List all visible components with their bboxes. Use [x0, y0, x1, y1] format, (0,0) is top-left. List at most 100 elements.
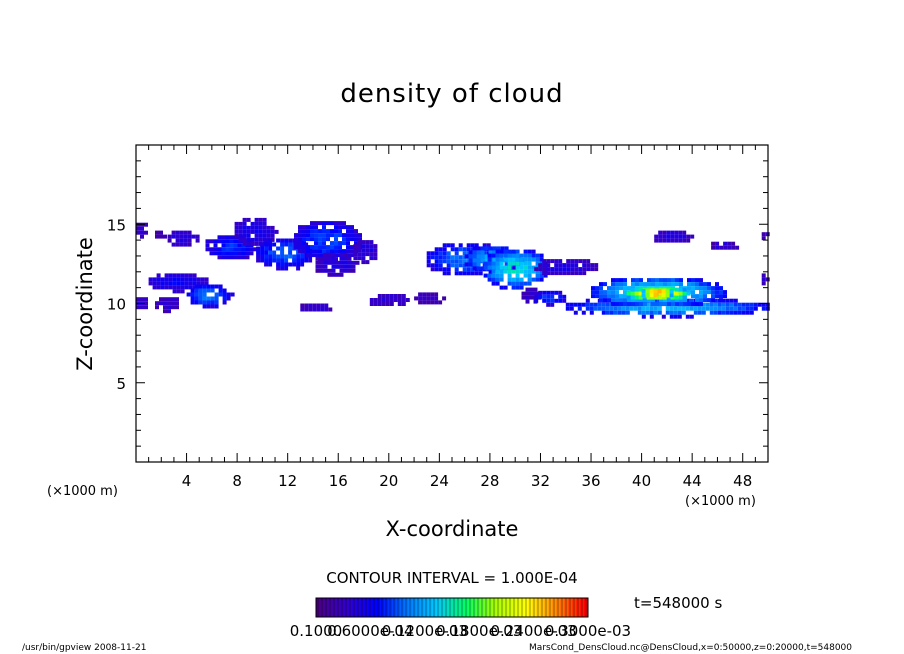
cloud-cell: [662, 238, 667, 243]
cloud-cell: [234, 225, 239, 230]
cloud-cell: [246, 233, 251, 238]
cloud-cell: [334, 237, 338, 242]
cloud-cell: [298, 233, 302, 238]
cloud-cell: [753, 306, 758, 311]
cloud-cell: [670, 295, 675, 300]
cloud-cell: [155, 301, 159, 306]
cloud-cell: [315, 268, 320, 273]
cloud-cell: [242, 237, 247, 242]
cloud-cell: [591, 290, 595, 295]
cloud-cell: [577, 306, 582, 311]
cloud-cell: [270, 237, 275, 242]
cloud-cell: [487, 277, 492, 282]
cloud-cell: [222, 288, 227, 293]
cloud-cell: [346, 245, 350, 250]
cloud-cell: [327, 268, 332, 273]
cloud-cell: [213, 247, 218, 252]
cloud-cell: [338, 233, 342, 238]
cloud-cell: [581, 302, 586, 307]
cloud-cell: [701, 302, 706, 307]
cloud-cell: [611, 294, 615, 299]
cloud-cell: [678, 295, 683, 300]
cloud-cell: [657, 289, 662, 294]
cloud-cell: [160, 285, 165, 290]
cloud-cell: [611, 282, 615, 287]
cloud-cell: [495, 249, 500, 254]
cloud-cell: [221, 235, 226, 240]
cloud-cell: [538, 263, 543, 268]
cloud-cell: [691, 294, 695, 299]
cloud-cell: [529, 295, 534, 300]
cloud-cell: [653, 289, 658, 294]
cloud-cell: [462, 267, 467, 272]
cloud-cell: [442, 251, 447, 256]
cloud-cell: [288, 246, 293, 251]
cloud-cell: [206, 288, 211, 293]
cloud-cell: [649, 293, 654, 298]
cloud-cell: [546, 298, 551, 303]
cloud-cell: [499, 277, 504, 282]
cloud-cell: [373, 302, 378, 306]
cloud-cell: [238, 225, 243, 230]
cloud-cell: [472, 262, 477, 267]
cloud-cell: [306, 245, 310, 250]
cloud-cell: [179, 238, 184, 243]
cloud-cell: [446, 259, 451, 264]
cloud-cell: [538, 290, 543, 295]
cloud-cell: [284, 254, 289, 259]
cloud-cell: [454, 267, 459, 272]
cloud-cell: [310, 229, 314, 234]
cloud-cell: [491, 281, 496, 286]
cloud-cell: [214, 304, 219, 309]
cloud-cell: [422, 296, 427, 301]
cloud-cell: [495, 257, 500, 262]
cloud-cell: [466, 271, 471, 276]
cloud-cell: [670, 230, 675, 235]
cloud-cell: [304, 307, 309, 312]
cloud-cell: [487, 265, 492, 270]
cloud-cell: [358, 237, 362, 242]
cloud-cell: [323, 260, 328, 265]
cloud-cell: [666, 234, 671, 239]
cloud-cell: [334, 241, 338, 246]
cloud-cell: [140, 230, 144, 235]
cloud-cell: [689, 306, 694, 311]
cloud-cell: [546, 259, 551, 264]
cloud-cell: [569, 302, 574, 307]
cloud-cell: [300, 258, 305, 263]
cloud-cell: [531, 253, 536, 258]
cloud-cell: [202, 304, 207, 309]
cloud-cell: [634, 287, 639, 292]
cloud-cell: [322, 237, 326, 242]
cloud-cell: [260, 242, 265, 247]
cloud-cell: [682, 230, 687, 235]
cloud-cell: [715, 282, 719, 287]
cloud-cell: [171, 301, 175, 306]
cloud-cell: [318, 241, 322, 246]
cloud-cell: [346, 241, 350, 246]
cloud-cell: [658, 230, 663, 235]
colorbar-tick-label: 0.1000: [290, 622, 343, 640]
cloud-cell: [355, 260, 360, 265]
cloud-cell: [677, 306, 682, 311]
cloud-cell: [180, 277, 185, 282]
cloud-cell: [723, 245, 728, 250]
cloud-cell: [190, 296, 195, 301]
cloud-cell: [319, 268, 324, 273]
cloud-cell: [476, 246, 481, 251]
cloud-cell: [523, 257, 528, 262]
cloud-cell: [183, 234, 188, 239]
cloud-cell: [160, 281, 165, 286]
cloud-cell: [458, 259, 463, 264]
cloud-cell: [685, 306, 690, 311]
cloud-cell: [651, 278, 655, 283]
cloud-region: [155, 230, 167, 239]
cloud-cell: [699, 282, 703, 287]
cloud-cell: [334, 245, 338, 250]
cloud-cell: [369, 302, 374, 306]
cloud-cell: [204, 277, 209, 282]
cloud-cell: [342, 241, 346, 246]
cloud-cell: [472, 266, 477, 271]
cloud-cell: [707, 290, 711, 295]
cloud-cell: [499, 269, 504, 274]
